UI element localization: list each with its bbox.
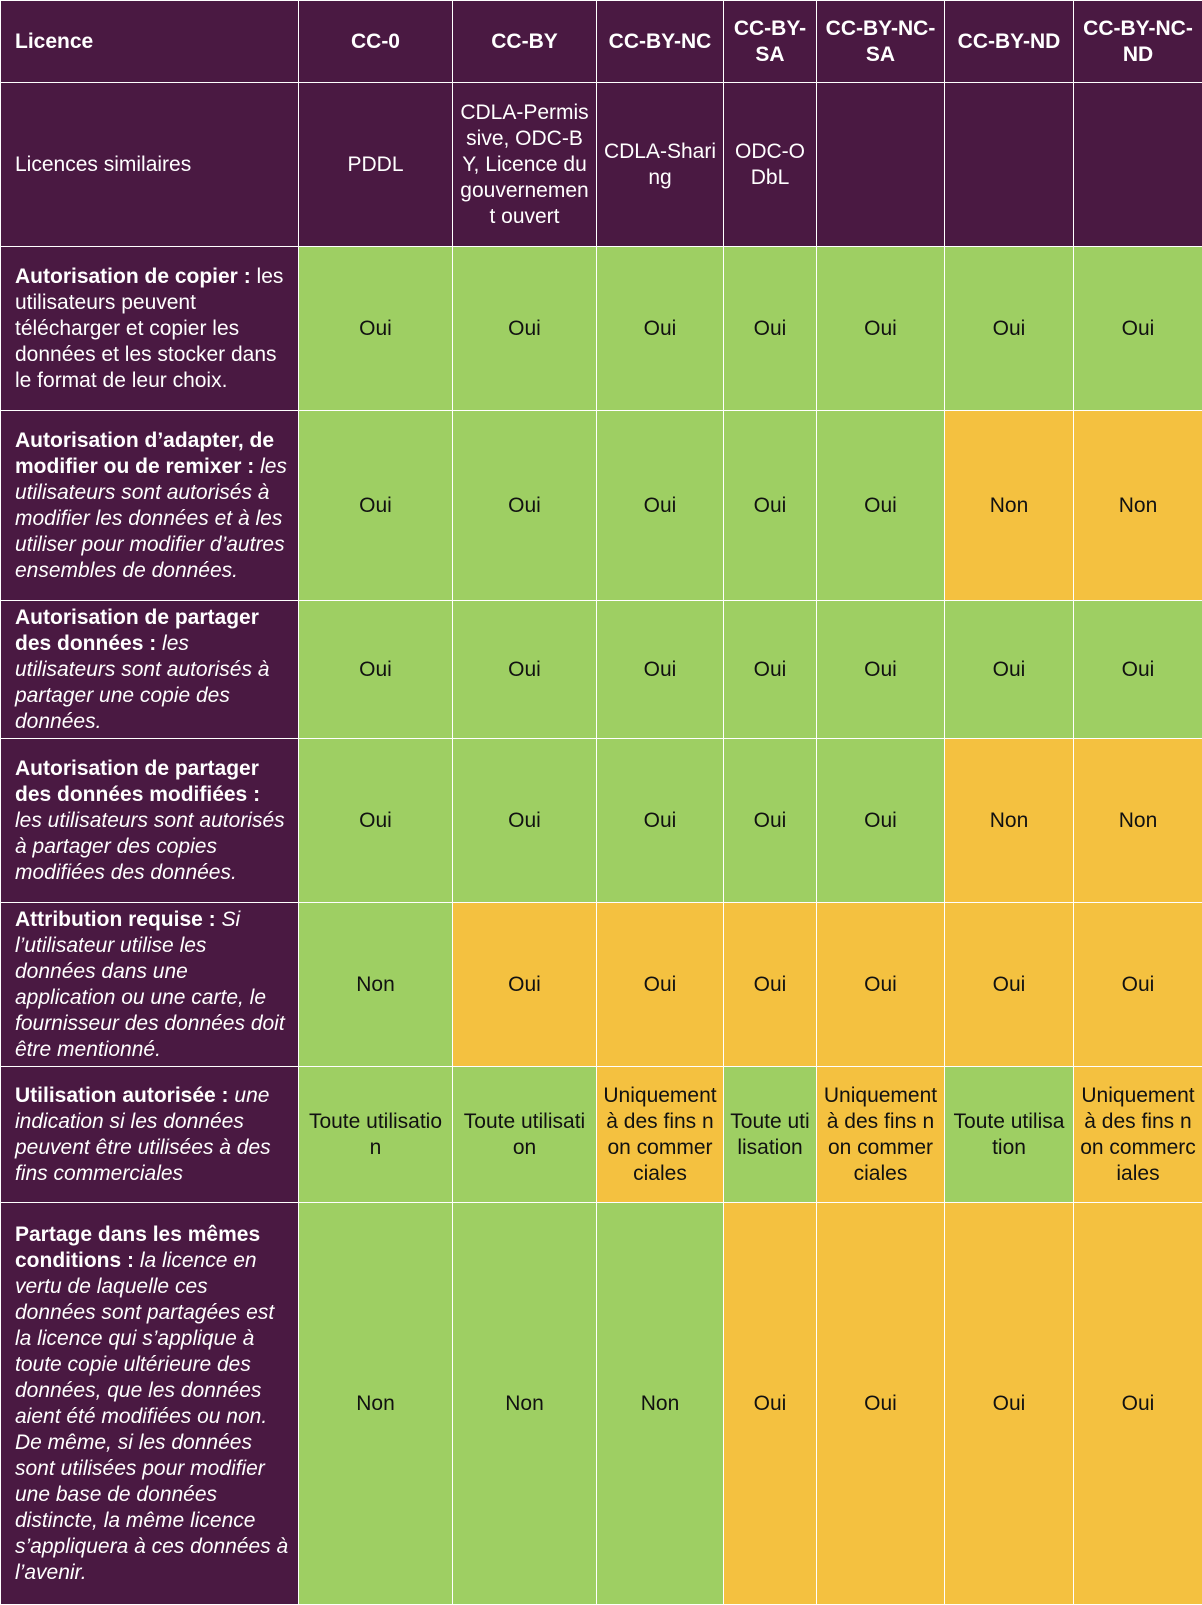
row-share-modified-permission: Autorisation de partager des données mod… — [1, 739, 1202, 903]
value-cell: Oui — [597, 411, 724, 601]
value-cell: Oui — [817, 411, 945, 601]
row-label: Utilisation autorisée : une indication s… — [1, 1067, 299, 1203]
value-cell: Oui — [299, 601, 453, 739]
value-cell: Oui — [945, 601, 1074, 739]
value-cell: Oui — [1074, 247, 1202, 411]
header-cc-by-nd: CC-BY-ND — [945, 1, 1074, 83]
value-cell: Oui — [597, 739, 724, 903]
row-label-desc: la licence en vertu de laquelle ces donn… — [15, 1249, 288, 1584]
value-cell: Toute utilisation — [299, 1067, 453, 1203]
row-adapt-permission: Autorisation d’adapter, de modifier ou d… — [1, 411, 1202, 601]
row-label-desc: les utilisateurs sont autorisés à partag… — [15, 809, 285, 884]
value-cell: Oui — [597, 903, 724, 1067]
value-cell: Oui — [724, 247, 817, 411]
value-cell: Oui — [945, 1203, 1074, 1605]
value-cell: Non — [1074, 411, 1202, 601]
header-cc-by: CC-BY — [453, 1, 597, 83]
value-cell: Non — [945, 739, 1074, 903]
value-cell: Oui — [299, 247, 453, 411]
value-cell: Non — [1074, 739, 1202, 903]
row-label-bold: Utilisation autorisée : — [15, 1084, 229, 1107]
value-cell: Non — [453, 1203, 597, 1605]
header-cc-by-nc-sa: CC-BY-NC-SA — [817, 1, 945, 83]
value-cell: Oui — [724, 411, 817, 601]
value-cell: Oui — [1074, 903, 1202, 1067]
value-cell: Toute utilisation — [453, 1067, 597, 1203]
header-cc-by-nc-nd: CC-BY-NC-ND — [1074, 1, 1202, 83]
similar-cc-by-nc-nd — [1074, 83, 1202, 247]
value-cell: Non — [299, 1203, 453, 1605]
value-cell: Oui — [299, 739, 453, 903]
value-cell: Oui — [453, 601, 597, 739]
value-cell: Oui — [817, 1203, 945, 1605]
similar-licenses-label: Licences similaires — [1, 83, 299, 247]
similar-cc-by-nc: CDLA-Sharing — [597, 83, 724, 247]
row-label-bold: Autorisation de partager des données : — [15, 606, 259, 655]
similar-cc-by-nc-sa — [817, 83, 945, 247]
value-cell: Oui — [724, 1203, 817, 1605]
row-copy-permission: Autorisation de copier : les utilisateur… — [1, 247, 1202, 411]
value-cell: Toute utilisation — [945, 1067, 1074, 1203]
row-share-alike: Partage dans les mêmes conditions : la l… — [1, 1203, 1202, 1605]
similar-licenses-row: Licences similaires PDDL CDLA-Permissive… — [1, 83, 1202, 247]
header-cc-by-sa: CC-BY-SA — [724, 1, 817, 83]
row-label: Attribution requise : Si l’utilisateur u… — [1, 903, 299, 1067]
value-cell: Oui — [1074, 601, 1202, 739]
similar-cc-0: PDDL — [299, 83, 453, 247]
header-licence-label: Licence — [1, 1, 299, 83]
value-cell: Uniquement à des fins non commerciales — [1074, 1067, 1202, 1203]
value-cell: Oui — [817, 247, 945, 411]
value-cell: Uniquement à des fins non commerciales — [597, 1067, 724, 1203]
row-label-bold: Attribution requise : — [15, 908, 216, 931]
value-cell: Oui — [1074, 1203, 1202, 1605]
row-label: Autorisation d’adapter, de modifier ou d… — [1, 411, 299, 601]
value-cell: Oui — [453, 903, 597, 1067]
row-label-bold: Autorisation de copier : — [15, 265, 251, 288]
row-label: Autorisation de copier : les utilisateur… — [1, 247, 299, 411]
row-authorized-use: Utilisation autorisée : une indication s… — [1, 1067, 1202, 1203]
row-label-bold: Autorisation de partager des données mod… — [15, 757, 260, 806]
value-cell: Oui — [597, 601, 724, 739]
similar-cc-by-sa: ODC-ODbL — [724, 83, 817, 247]
value-cell: Oui — [945, 903, 1074, 1067]
row-label: Autorisation de partager des données : l… — [1, 601, 299, 739]
value-cell: Oui — [945, 247, 1074, 411]
value-cell: Oui — [817, 601, 945, 739]
header-cc-by-nc: CC-BY-NC — [597, 1, 724, 83]
value-cell: Oui — [817, 739, 945, 903]
value-cell: Oui — [453, 247, 597, 411]
value-cell: Oui — [724, 739, 817, 903]
value-cell: Oui — [299, 411, 453, 601]
row-attribution-required: Attribution requise : Si l’utilisateur u… — [1, 903, 1202, 1067]
value-cell: Oui — [724, 601, 817, 739]
similar-cc-by: CDLA-Permissive, ODC-BY, Licence du gouv… — [453, 83, 597, 247]
header-cc-0: CC-0 — [299, 1, 453, 83]
similar-cc-by-nd — [945, 83, 1074, 247]
value-cell: Oui — [453, 411, 597, 601]
value-cell: Oui — [817, 903, 945, 1067]
value-cell: Non — [945, 411, 1074, 601]
row-share-permission: Autorisation de partager des données : l… — [1, 601, 1202, 739]
row-label-bold: Autorisation d’adapter, de modifier ou d… — [15, 429, 274, 478]
header-row: Licence CC-0 CC-BY CC-BY-NC CC-BY-SA CC-… — [1, 1, 1202, 83]
value-cell: Oui — [597, 247, 724, 411]
value-cell: Toute utilisation — [724, 1067, 817, 1203]
value-cell: Oui — [724, 903, 817, 1067]
row-label: Partage dans les mêmes conditions : la l… — [1, 1203, 299, 1605]
value-cell: Non — [597, 1203, 724, 1605]
value-cell: Oui — [453, 739, 597, 903]
row-label: Autorisation de partager des données mod… — [1, 739, 299, 903]
value-cell: Uniquement à des fins non commerciales — [817, 1067, 945, 1203]
value-cell: Non — [299, 903, 453, 1067]
